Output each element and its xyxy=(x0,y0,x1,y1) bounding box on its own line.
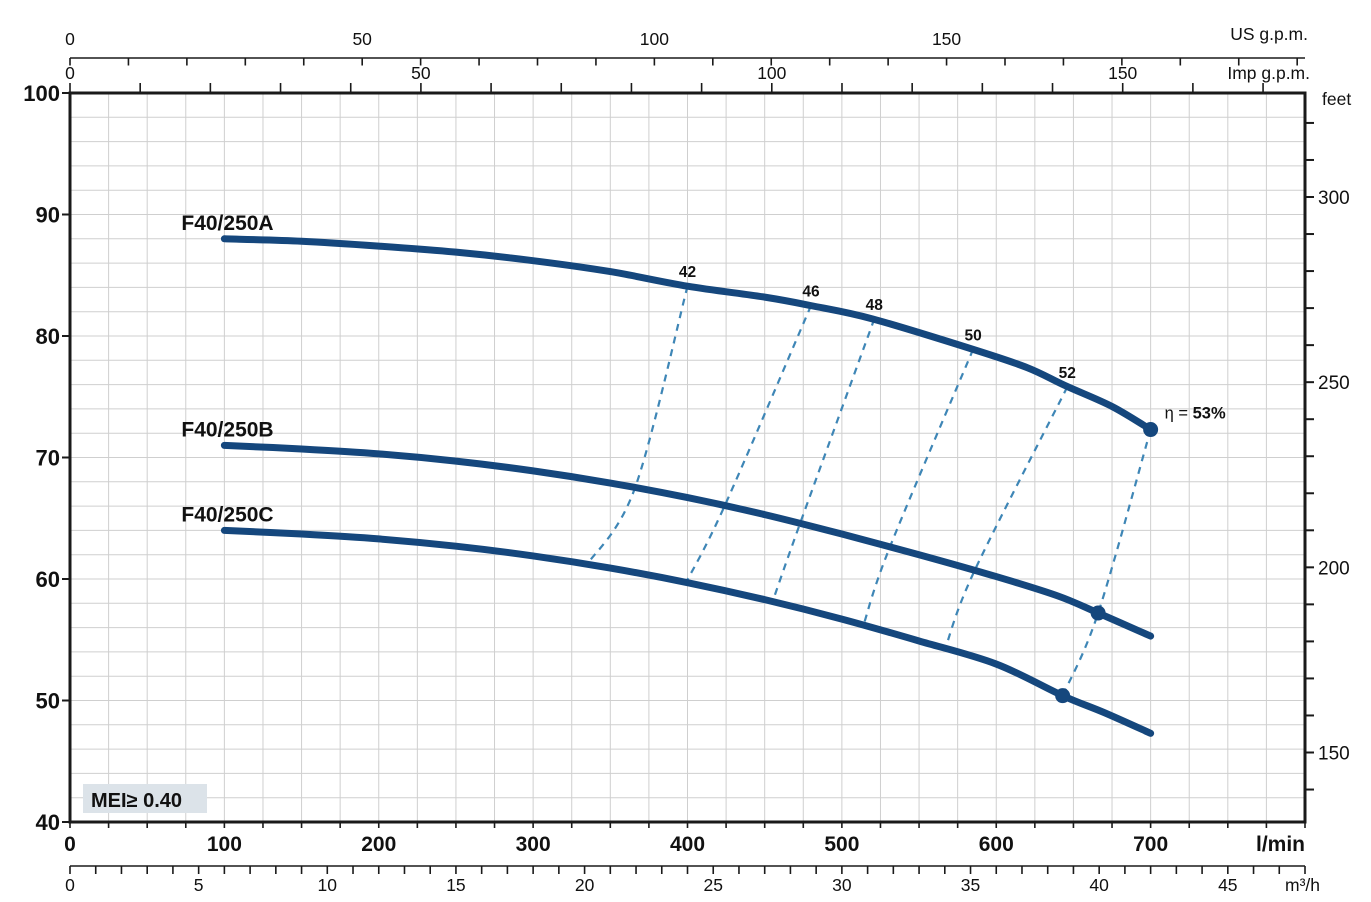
efficiency-line-42 xyxy=(586,285,689,566)
us-gpm-tick-label: 50 xyxy=(352,29,372,49)
imp-gpm-tick-label: 150 xyxy=(1108,63,1137,83)
curve-F40-250A xyxy=(220,235,1155,434)
efficiency-label-46: 46 xyxy=(802,284,820,301)
us-gpm-unit-label: US g.p.m. xyxy=(1230,24,1308,44)
efficiency-line-46 xyxy=(684,305,813,584)
imp-gpm-unit-label: Imp g.p.m. xyxy=(1227,63,1310,83)
efficiency-line-eta xyxy=(1061,429,1152,697)
head-m-tick-label: 50 xyxy=(36,689,60,714)
m3h-tick-label: 5 xyxy=(194,875,204,895)
head-m-tick-label: 60 xyxy=(36,567,60,592)
m3h-tick-label: 35 xyxy=(961,875,980,895)
imp-gpm-tick-label: 100 xyxy=(757,63,786,83)
feet-tick-label: 150 xyxy=(1318,744,1350,765)
efficiency-label-52: 52 xyxy=(1059,365,1076,382)
eta-label: η = 53% xyxy=(1165,405,1226,423)
efficiency-label-42: 42 xyxy=(679,264,696,281)
lmin-tick-label: 600 xyxy=(979,833,1014,856)
eta-value: 53% xyxy=(1193,405,1226,423)
plot-border xyxy=(68,91,1307,824)
m3h-tick-label: 10 xyxy=(318,875,338,895)
efficiency-line-50 xyxy=(862,348,975,626)
m3h-tick-label: 45 xyxy=(1218,875,1237,895)
m3h-tick-label: 30 xyxy=(832,875,852,895)
lmin-tick-label: 400 xyxy=(670,833,705,856)
feet-tick-label: 200 xyxy=(1318,558,1350,579)
feet-tick-label: 250 xyxy=(1318,373,1350,394)
lmin-tick-label: 0 xyxy=(64,833,76,856)
efficiency-label-48: 48 xyxy=(866,297,884,314)
head-m-tick-label: 70 xyxy=(36,446,60,471)
lmin-tick-label: 300 xyxy=(516,833,551,856)
efficiency-line-48 xyxy=(771,318,876,603)
m3h-unit-label: m³/h xyxy=(1285,875,1320,895)
pump-label-F40-250A: F40/250A xyxy=(181,212,273,235)
efficiency-label-50: 50 xyxy=(964,327,981,344)
head-m-tick-label: 100 xyxy=(23,81,60,106)
m3h-tick-label: 15 xyxy=(446,875,465,895)
bep-dot xyxy=(1055,688,1071,704)
us-gpm-tick-label: 150 xyxy=(932,29,961,49)
head-m-tick-label: 90 xyxy=(36,203,60,228)
bep-dot xyxy=(1143,422,1159,438)
feet-tick-label: 300 xyxy=(1318,188,1350,209)
curve-F40-250B xyxy=(220,441,1155,640)
us-gpm-tick-label: 0 xyxy=(65,29,75,49)
imp-gpm-tick-label: 0 xyxy=(65,63,75,83)
lmin-tick-label: 100 xyxy=(207,833,242,856)
m3h-tick-label: 20 xyxy=(575,875,595,895)
lmin-unit-label: l/min xyxy=(1256,833,1305,856)
feet-unit-label: feet xyxy=(1322,89,1351,109)
us-gpm-tick-label: 100 xyxy=(640,29,669,49)
lmin-tick-label: 200 xyxy=(361,833,396,856)
efficiency-line-52 xyxy=(944,386,1069,649)
head-m-tick-label: 80 xyxy=(36,324,60,349)
m3h-tick-label: 40 xyxy=(1089,875,1109,895)
head-m-tick-label: 40 xyxy=(36,810,60,835)
imp-gpm-tick-label: 50 xyxy=(411,63,431,83)
lmin-tick-label: 700 xyxy=(1133,833,1168,856)
m3h-tick-label: 0 xyxy=(65,875,75,895)
bep-dot xyxy=(1090,605,1106,621)
eta-prefix: η = xyxy=(1165,405,1193,423)
pump-label-F40-250B: F40/250B xyxy=(181,418,273,441)
mei-badge xyxy=(83,784,207,813)
lmin-tick-label: 500 xyxy=(824,833,859,856)
mei-label: MEI≥ 0.40 xyxy=(91,790,182,812)
m3h-tick-label: 25 xyxy=(703,875,722,895)
pump-label-F40-250C: F40/250C xyxy=(181,503,273,526)
curve-F40-250C xyxy=(220,526,1155,737)
